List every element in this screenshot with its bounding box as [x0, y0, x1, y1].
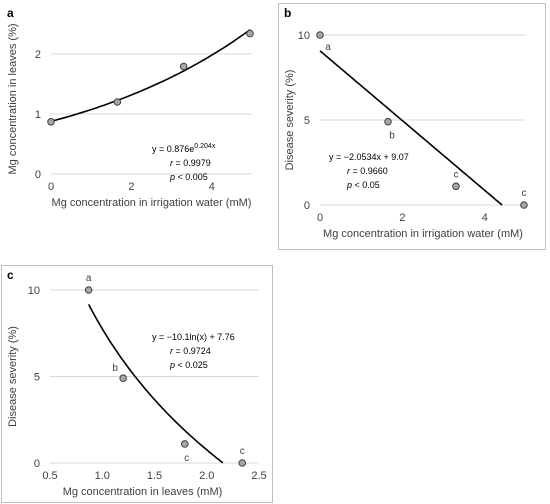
- y-tick-label: 5: [304, 115, 310, 127]
- y-tick-label: 0: [35, 169, 41, 181]
- equation-label: y = 0.876e0.204x: [152, 143, 216, 154]
- significance-letter: a: [86, 273, 92, 284]
- p-value-label: p < 0.005: [169, 172, 208, 182]
- p-value: < 0.05: [352, 180, 380, 190]
- fit-line: [87, 304, 224, 464]
- data-point: [316, 31, 324, 39]
- data-point: [246, 29, 254, 38]
- data-point: [179, 62, 188, 71]
- significance-letter: c: [521, 188, 526, 199]
- x-axis-label: Mg concentration in irrigation water (mM…: [52, 197, 252, 209]
- chart-c-svg: 0 5 10 0.5 1.0 1.5 2.0 2.5 Mg concentration in l…: [7, 273, 267, 498]
- significance-letter: b: [389, 131, 395, 142]
- r-symbol: r: [347, 166, 351, 176]
- x-tick-label: 0.5: [42, 470, 57, 482]
- data-point: [384, 117, 392, 126]
- fit-line: [50, 29, 251, 123]
- r-value: = 0.9660: [350, 166, 388, 176]
- r-symbol: r: [170, 158, 174, 168]
- y-axis-label: Disease severity (%): [284, 70, 296, 171]
- x-tick-label: 2: [128, 181, 134, 193]
- r-value-label: r = 0.9660: [347, 166, 388, 176]
- equation-base: y = 0.876e: [152, 144, 194, 154]
- data-point: [238, 459, 247, 467]
- x-tick-label: 4: [482, 212, 488, 224]
- chart-panel-a: a 0 1 2 0 2 4 Mg concentration in irrigation w…: [1, 3, 275, 251]
- data-point: [119, 374, 127, 383]
- data-point: [520, 201, 528, 209]
- equation-label: y = −2.0534x + 9.07: [329, 152, 409, 162]
- chart-b-svg: 0 5 10 0 2 4 Mg concentration in irrigation wa…: [284, 30, 528, 240]
- r-value: = 0.9979: [173, 158, 211, 168]
- chart-panel-b: b 0 5 10 0 2 4 Mg concentration in irrigation …: [278, 3, 546, 250]
- y-tick-label: 10: [298, 30, 310, 42]
- y-axis-label: Mg concentration in leaves (%): [7, 23, 19, 174]
- chart-a-svg: 0 1 2 0 2 4 Mg concentration in irrigation wat…: [7, 23, 254, 209]
- y-tick-label: 0: [34, 458, 40, 470]
- x-tick-label: 4: [209, 181, 215, 193]
- significance-letter: c: [453, 169, 458, 180]
- x-tick-label: 1.5: [147, 470, 162, 482]
- r-value-label: r = 0.9979: [170, 158, 211, 168]
- x-axis-label: Mg concentration in irrigation water (mM…: [323, 228, 523, 240]
- panel-letter-c: c: [7, 268, 14, 282]
- x-tick-label: 0: [48, 181, 54, 193]
- x-axis-label: Mg concentration in leaves (mM): [63, 486, 223, 498]
- p-symbol: p: [346, 180, 352, 190]
- y-tick-label: 0: [304, 200, 310, 212]
- x-tick-label: 0: [317, 212, 323, 224]
- equation-label: y = −10.1ln(x) + 7.76: [152, 332, 235, 342]
- y-tick-label: 2: [35, 49, 41, 61]
- p-value-label: p < 0.05: [346, 180, 380, 190]
- p-value: < 0.025: [175, 360, 208, 370]
- p-value-label: p < 0.025: [169, 360, 208, 370]
- panel-letter-b: b: [284, 6, 292, 20]
- equation-exponent: 0.204x: [194, 143, 216, 150]
- y-axis-label: Disease severity (%): [7, 326, 19, 427]
- y-tick-label: 10: [28, 285, 40, 297]
- x-tick-label: 2: [399, 212, 405, 224]
- r-symbol: r: [170, 346, 174, 356]
- y-tick-label: 5: [34, 372, 40, 384]
- x-tick-label: 1.0: [95, 470, 110, 482]
- data-point: [452, 182, 460, 191]
- data-point: [47, 118, 55, 126]
- significance-letter: c: [240, 446, 245, 457]
- x-tick-label: 2.5: [251, 470, 266, 482]
- panel-letter-a: a: [7, 6, 14, 20]
- p-value: < 0.005: [175, 172, 208, 182]
- p-symbol: p: [169, 172, 175, 182]
- significance-letter: a: [325, 42, 331, 53]
- significance-letter: c: [184, 453, 189, 464]
- fit-line: [319, 50, 503, 206]
- x-tick-label: 2.0: [199, 470, 214, 482]
- data-point: [84, 286, 93, 294]
- data-point: [113, 98, 122, 106]
- y-tick-label: 1: [35, 109, 41, 121]
- significance-letter: b: [112, 363, 118, 374]
- r-value-label: r = 0.9724: [170, 346, 211, 356]
- p-symbol: p: [169, 360, 175, 370]
- data-point: [181, 440, 189, 448]
- chart-panel-c: c 0 5 10 0.5 1.0 1.5 2.0 2.5 Mg concentration in…: [1, 265, 273, 503]
- r-value: = 0.9724: [173, 346, 211, 356]
